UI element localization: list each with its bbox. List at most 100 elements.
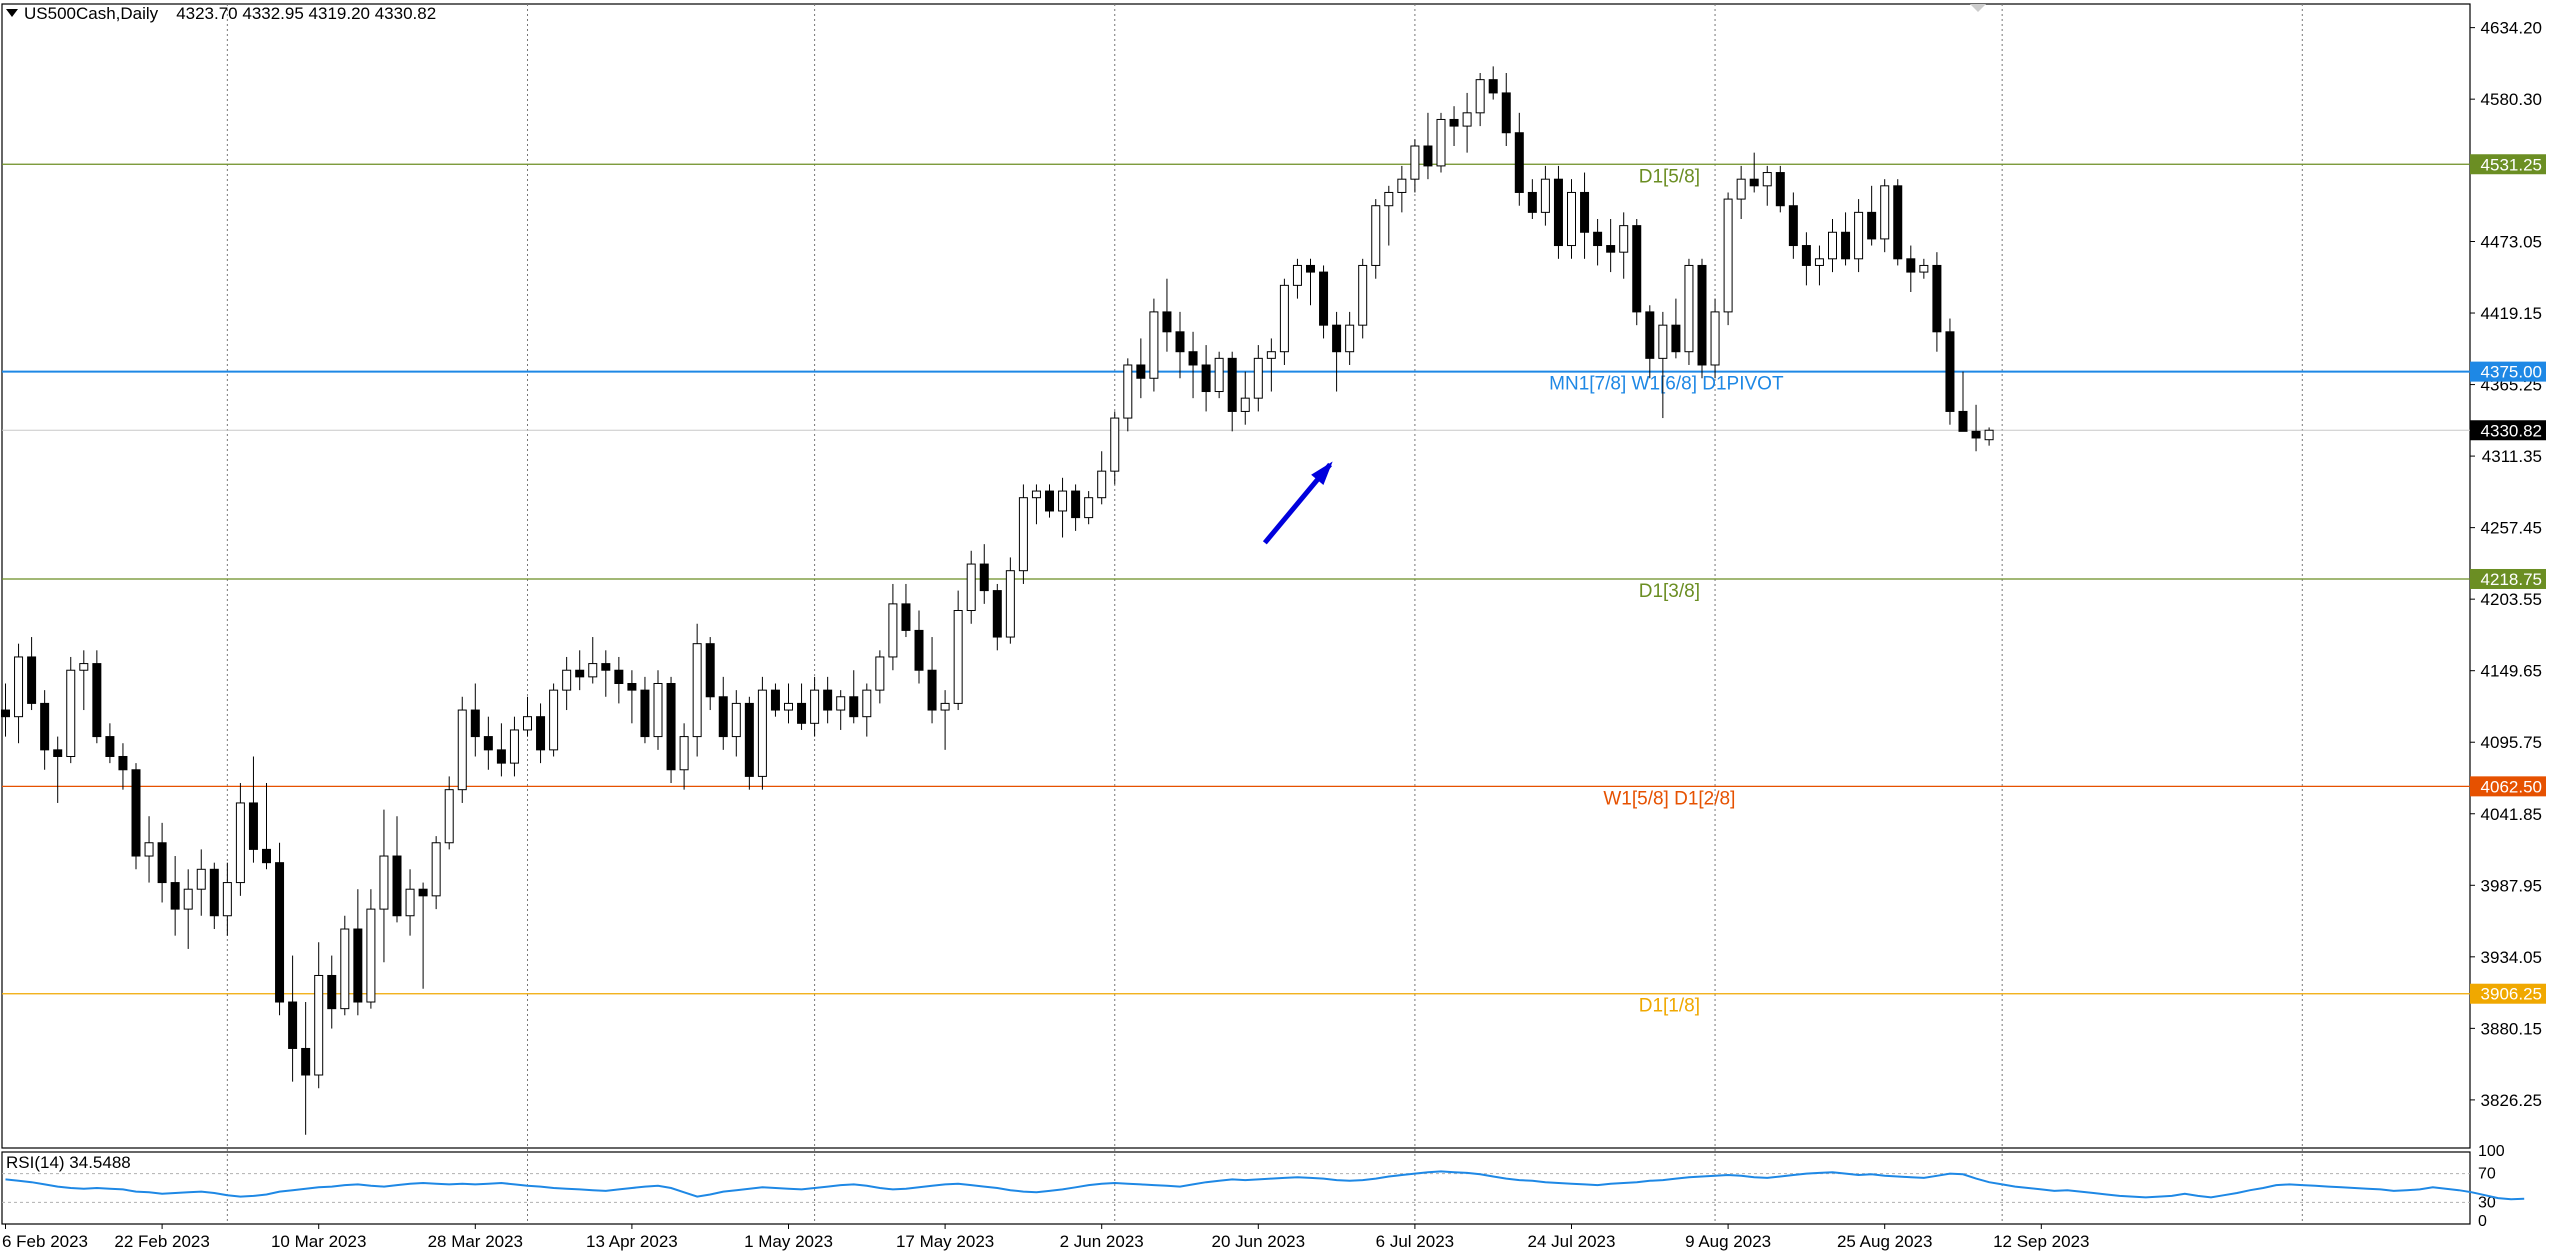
candle-bull — [1005, 570, 1015, 638]
y-tick-label: 4473.05 — [2481, 232, 2542, 251]
candle-bull — [340, 928, 350, 1010]
candle-bull — [144, 842, 154, 857]
candle-bear — [601, 663, 611, 671]
candle-bear — [901, 603, 911, 631]
candle-bull — [1436, 118, 1446, 167]
candle-bear — [496, 749, 506, 764]
candle-bull — [523, 716, 532, 731]
candle-bear — [1893, 185, 1903, 260]
annotations — [1262, 461, 1333, 545]
candle-bear — [1945, 331, 1955, 412]
candle-bull — [966, 563, 976, 612]
candle-bull — [836, 696, 846, 711]
candle-bear — [209, 868, 219, 917]
y-tick-label: 3826.25 — [2481, 1091, 2542, 1110]
candle-bull — [1658, 324, 1668, 359]
candle-bear — [1319, 271, 1329, 326]
candle-bull — [1540, 178, 1550, 213]
candle-bull — [588, 663, 598, 678]
candle-bull — [1710, 311, 1720, 366]
candle-bear — [1045, 490, 1054, 512]
candle-bull — [875, 656, 885, 691]
candle-bull — [888, 603, 898, 658]
level-price-tag — [2470, 568, 2546, 589]
rsi-level-label: 100 — [2478, 1143, 2505, 1160]
grid-lines — [1, 3, 2471, 1225]
candle-bull — [1123, 364, 1133, 419]
candle-bull — [1814, 258, 1824, 266]
candle-bull — [1253, 357, 1263, 399]
candle-bear — [1906, 258, 1916, 273]
candle-bull — [1410, 145, 1420, 180]
candle-bear — [1449, 118, 1459, 127]
candle-bull — [1149, 311, 1159, 379]
x-tick-label: 2 Jun 2023 — [1060, 1232, 1144, 1251]
candle-bear — [353, 928, 363, 1003]
candle-bear — [849, 696, 859, 718]
candle-bear — [262, 848, 271, 864]
dropdown-triangle-icon[interactable] — [6, 9, 18, 17]
level-price-tag-text: 4375.00 — [2481, 363, 2542, 382]
candle-bull — [509, 729, 519, 764]
candle-bear — [1645, 311, 1655, 359]
rsi-level-label: 0 — [2478, 1213, 2487, 1230]
candle-bull — [940, 702, 950, 711]
candle-bear — [288, 1001, 298, 1049]
candle-bull — [222, 882, 232, 917]
candle-bull — [431, 842, 441, 897]
candle-bull — [405, 888, 415, 917]
candle-bear — [1306, 264, 1315, 273]
candle-bull — [1828, 231, 1837, 260]
candle-bull — [444, 789, 454, 844]
shift-marker-icon[interactable] — [1970, 4, 1986, 12]
candle-bear — [627, 682, 637, 691]
candle-bear — [1514, 132, 1524, 193]
candle-bear — [1971, 430, 1981, 439]
level-price-tag — [2470, 983, 2546, 1004]
y-tick-label: 4203.55 — [2481, 590, 2542, 609]
candle-bull — [757, 689, 767, 777]
level-price-tag-text: 4062.50 — [2481, 777, 2542, 796]
candle-bear — [118, 755, 128, 771]
candle-bull — [1762, 172, 1772, 187]
rsi-frame — [1, 1151, 2471, 1225]
y-tick-label: 3987.95 — [2481, 876, 2542, 895]
candle-bull — [1097, 470, 1107, 499]
level-label: D1[5/8] — [1639, 166, 1700, 187]
y-tick-label: 4095.75 — [2481, 733, 2542, 752]
candle-bear — [744, 702, 754, 777]
candle-bull — [562, 669, 572, 691]
level-price-tag — [2470, 361, 2546, 382]
candle-bear — [1671, 324, 1681, 353]
level-price-tag — [2470, 776, 2546, 797]
candle-bull — [196, 868, 206, 890]
candle-bull — [235, 802, 245, 884]
candle-bear — [131, 769, 141, 857]
candle-bear — [1227, 357, 1237, 412]
candle-bull — [1880, 185, 1890, 240]
candle-bull — [457, 709, 467, 791]
candle-bear — [157, 842, 167, 884]
candle-bear — [992, 590, 1002, 638]
candle-bull — [66, 669, 76, 757]
candle-bear — [823, 689, 833, 711]
level-price-tag-text: 4218.75 — [2481, 570, 2542, 589]
y-tick-label: 4634.20 — [2481, 19, 2542, 38]
candle-bull — [1475, 79, 1485, 114]
candle-bear — [1175, 331, 1185, 353]
candle-bear — [392, 855, 402, 917]
x-tick-label: 20 Jun 2023 — [1212, 1232, 1306, 1251]
rsi-level-label: 70 — [2478, 1166, 2496, 1183]
candle-bear — [666, 682, 676, 771]
candle-bull — [1292, 264, 1302, 286]
candle-bull — [366, 908, 376, 1003]
candle-bear — [1071, 490, 1081, 519]
rsi-label: RSI(14) 34.5488 — [6, 1153, 131, 1172]
y-tick-label: 3934.05 — [2481, 948, 2542, 967]
candle-bull — [1084, 497, 1094, 519]
candle-bear — [575, 669, 585, 678]
level-lines: D1[5/8] MN1[7/8] W1[6/8] D1PIVOT D1[3/8] W1… — [2, 163, 2470, 1017]
x-tick-label: 6 Jul 2023 — [1376, 1232, 1454, 1251]
candle-bull — [1214, 357, 1224, 393]
